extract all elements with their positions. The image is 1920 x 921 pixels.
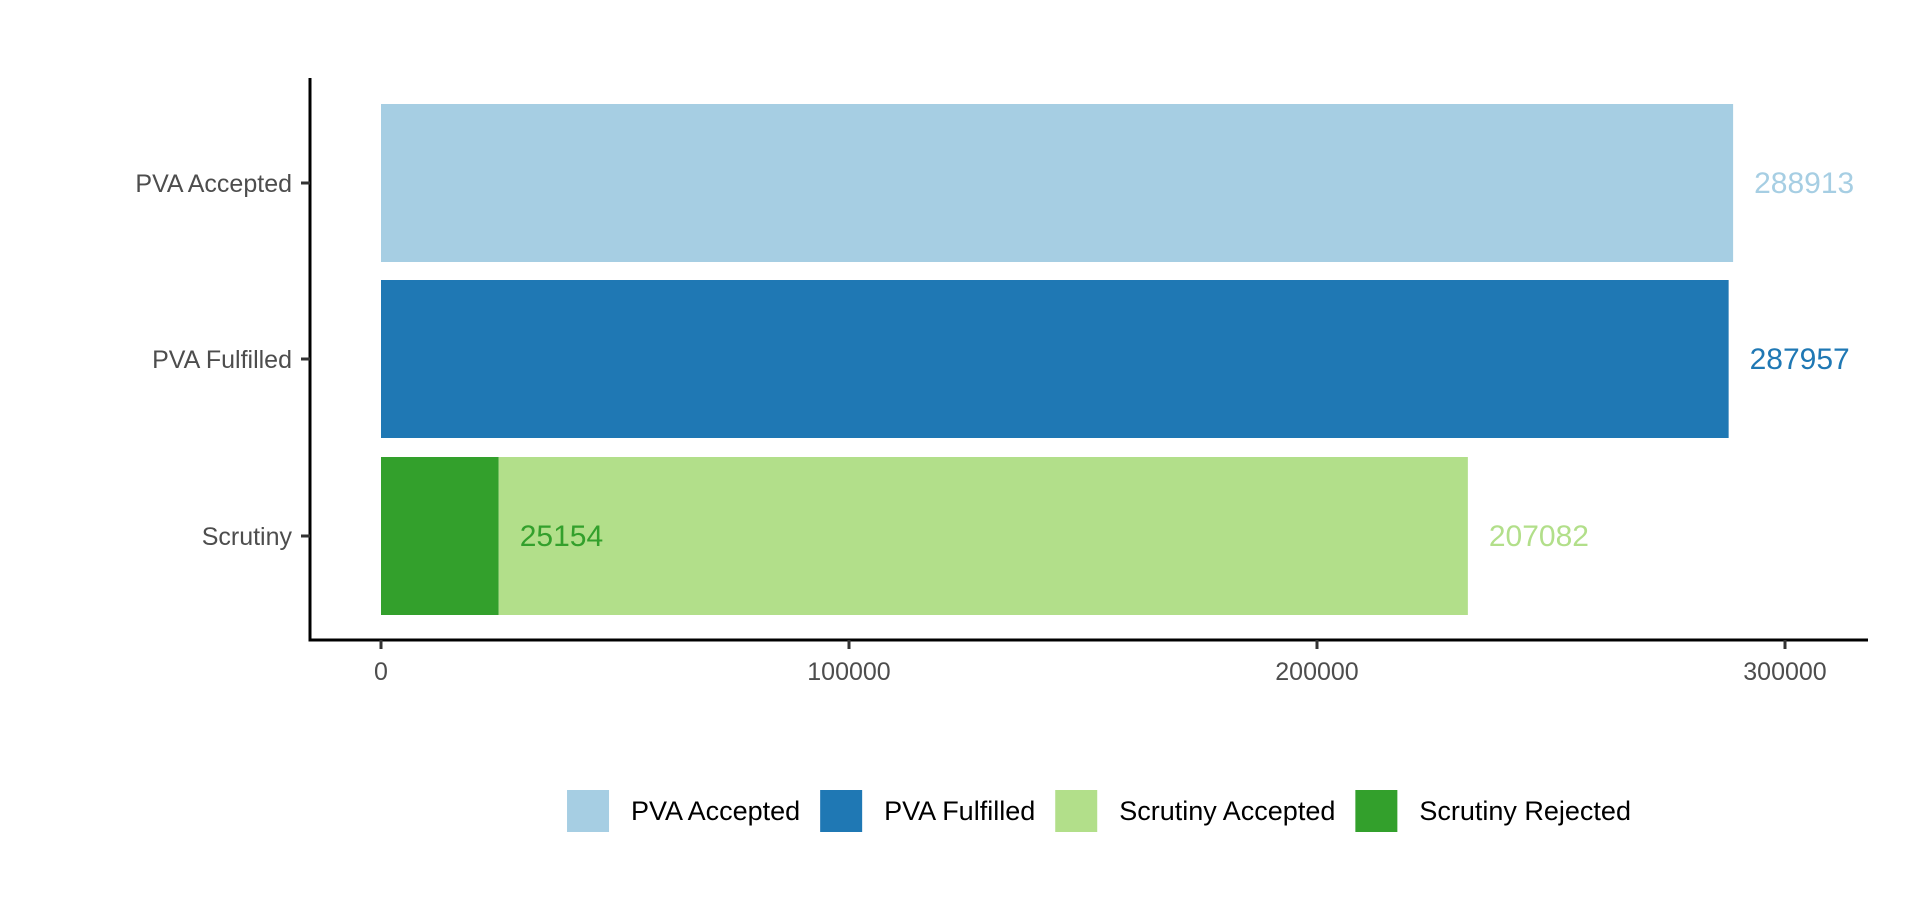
bar-scrutiny-scrutiny-rejected <box>381 457 499 615</box>
legend-label: PVA Fulfilled <box>884 796 1035 826</box>
x-tick-label: 300000 <box>1743 658 1826 686</box>
x-tick-label: 200000 <box>1275 658 1358 686</box>
legend-label: Scrutiny Accepted <box>1119 796 1335 826</box>
x-tick-label: 0 <box>374 658 388 686</box>
legend-label: Scrutiny Rejected <box>1419 796 1631 826</box>
bar-pva-accepted-pva-accepted <box>381 104 1734 262</box>
legend-key-pva-fulfilled <box>820 790 863 832</box>
bar-pva-fulfilled-pva-fulfilled <box>381 280 1729 438</box>
legend-key-scrutiny-rejected <box>1355 790 1398 832</box>
data-labels-layer: 288913 287957 25154 207082 <box>520 167 1855 553</box>
data-label: 207082 <box>1489 520 1589 553</box>
data-label: 287957 <box>1750 343 1850 376</box>
legend-key-scrutiny-accepted <box>1055 790 1098 832</box>
legend-label: PVA Accepted <box>631 796 800 826</box>
x-tick-label: 100000 <box>807 658 890 686</box>
y-tick-label: PVA Fulfilled <box>152 346 292 374</box>
y-tick-label: PVA Accepted <box>135 170 292 198</box>
data-label: 25154 <box>520 520 603 553</box>
bars-layer <box>381 104 1734 615</box>
axes-layer: PVA Accepted PVA Fulfilled Scrutiny 0 100000… <box>135 78 1868 686</box>
bar-scrutiny-scrutiny-accepted <box>498 457 1468 615</box>
data-label: 288913 <box>1754 167 1854 200</box>
legend-key-pva-accepted <box>567 790 610 832</box>
y-tick-label: Scrutiny <box>202 523 293 551</box>
legend: PVA Accepted PVA Fulfilled Scrutiny Accept… <box>567 790 1631 832</box>
